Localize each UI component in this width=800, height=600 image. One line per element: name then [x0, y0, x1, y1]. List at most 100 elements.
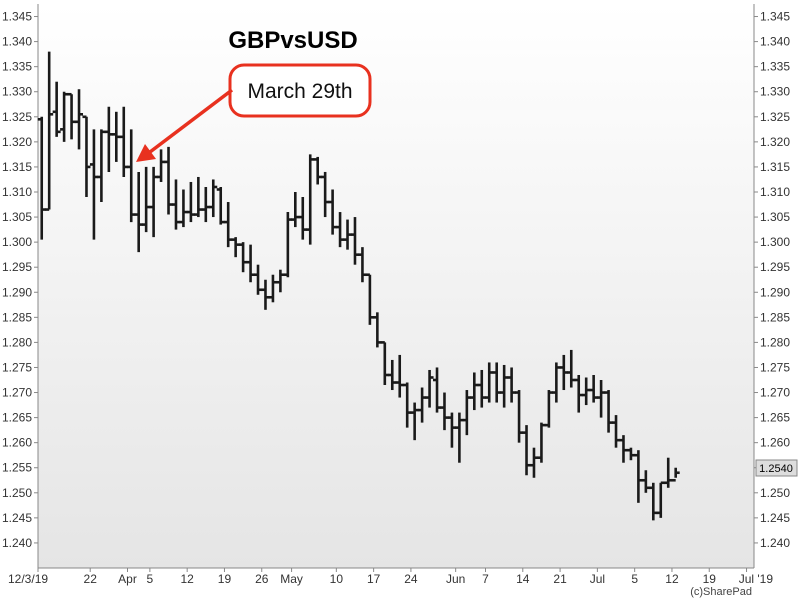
y-tick-label: 1.325: [2, 110, 32, 124]
ohlc-bar: [440, 392, 449, 431]
x-tick-label: Jun: [446, 572, 465, 586]
ohlc-bar: [298, 197, 307, 240]
ohlc-bar: [254, 264, 263, 295]
ohlc-bar: [477, 369, 486, 408]
x-tick-label: 19: [703, 572, 717, 586]
ohlc-bar: [589, 374, 598, 403]
ohlc-bar: [216, 186, 225, 225]
ohlc-bar: [365, 273, 374, 325]
ohlc-bar: [634, 450, 643, 503]
x-tick-label: 19: [218, 572, 232, 586]
last-price-label: 1.2540: [759, 463, 793, 475]
ohlc-bar: [470, 372, 479, 411]
ohlc-bar: [597, 380, 606, 418]
y-tick-label: 1.270: [760, 386, 790, 400]
ohlc-bar: [380, 341, 389, 386]
x-tick-label: 12: [665, 572, 679, 586]
ohlc-bar: [485, 362, 494, 403]
ohlc-bar: [395, 354, 404, 398]
x-tick-label: Apr: [118, 572, 137, 586]
ohlc-bar: [127, 129, 136, 223]
ohlc-bar: [515, 390, 524, 443]
ohlc-bar: [641, 470, 650, 493]
x-tick-label: 10: [330, 572, 344, 586]
x-tick-label: 12: [180, 572, 194, 586]
ohlc-bar: [373, 312, 382, 348]
ohlc-bar: [343, 219, 352, 250]
x-tick-label: 5: [147, 572, 154, 586]
ohlc-bar: [60, 91, 69, 142]
y-tick-label: 1.250: [2, 486, 32, 500]
ohlc-bar: [649, 482, 658, 521]
y-tick-label: 1.240: [2, 536, 32, 550]
ohlc-bar: [455, 412, 464, 463]
y-axis-left: 1.240 1.245 1.250 1.255 1.260 1.265 1.270 1.275…: [2, 10, 38, 550]
ohlc-bar: [552, 362, 561, 403]
ohlc-bar: [403, 382, 412, 428]
ohlc-bar: [224, 202, 233, 248]
y-tick-label: 1.250: [760, 486, 790, 500]
ohlc-bar: [612, 415, 621, 448]
ohlc-bar: [67, 92, 76, 140]
arrow-head: [136, 144, 156, 162]
x-tick-label: 14: [516, 572, 530, 586]
x-tick-label: 17: [367, 572, 381, 586]
y-tick-label: 1.270: [2, 386, 32, 400]
ohlc-bar: [336, 212, 345, 248]
ohlc-bar: [418, 387, 427, 423]
ohlc-bar: [574, 374, 583, 413]
plot-background: [38, 4, 754, 568]
ohlc-bar: [559, 354, 568, 391]
ohlc-bar: [186, 181, 195, 223]
ohlc-bar: [447, 412, 456, 448]
ohlc-bar: [276, 269, 285, 293]
ohlc-bar: [492, 362, 501, 403]
ohlc-bar: [119, 106, 128, 177]
y-tick-label: 1.310: [2, 185, 32, 199]
y-tick-label: 1.265: [2, 411, 32, 425]
x-tick-label: 26: [255, 572, 269, 586]
x-tick-label: 5: [631, 572, 638, 586]
x-tick-label: 7: [482, 572, 489, 586]
ohlc-bar: [246, 244, 255, 283]
ohlc-bar: [321, 171, 330, 218]
y-tick-label: 1.240: [760, 536, 790, 550]
y-tick-label: 1.295: [2, 260, 32, 274]
y-tick-label: 1.260: [2, 436, 32, 450]
ohlc-bar: [433, 367, 442, 413]
ohlc-bar: [522, 425, 531, 476]
ohlc-bar: [425, 369, 434, 408]
y-tick-label: 1.330: [760, 85, 790, 99]
price-bars: [37, 51, 680, 521]
y-tick-label: 1.310: [760, 185, 790, 199]
ohlc-bar: [82, 115, 91, 198]
ohlc-bar: [350, 217, 359, 265]
ohlc-bar: [313, 156, 322, 185]
y-tick-label: 1.315: [2, 160, 32, 174]
y-tick-label: 1.335: [2, 60, 32, 74]
ohlc-bar: [194, 176, 203, 218]
annotation-callout: March 29th: [228, 63, 372, 118]
ohlc-bar: [75, 89, 84, 150]
ohlc-bar: [656, 481, 665, 518]
ohlc-bar: [537, 422, 546, 463]
ohlc-bar: [157, 149, 166, 182]
ohlc-bar: [582, 377, 591, 406]
ohlc-bar: [664, 457, 673, 488]
ohlc-bar: [45, 51, 54, 211]
y-tick-label: 1.315: [760, 160, 790, 174]
y-tick-label: 1.275: [760, 360, 790, 374]
ohlc-bar: [507, 367, 516, 403]
y-tick-label: 1.295: [760, 260, 790, 274]
y-tick-label: 1.340: [760, 35, 790, 49]
y-tick-label: 1.340: [2, 35, 32, 49]
y-tick-label: 1.305: [760, 210, 790, 224]
ohlc-bar: [626, 447, 635, 461]
y-tick-label: 1.260: [760, 436, 790, 450]
ohlc-bar: [544, 390, 553, 428]
ohlc-bar: [567, 349, 576, 388]
ohlc-bar: [604, 390, 613, 433]
x-tick-label: May: [280, 572, 303, 586]
x-tick-label: 12/3/19: [8, 572, 48, 586]
x-tick-label: 24: [404, 572, 418, 586]
